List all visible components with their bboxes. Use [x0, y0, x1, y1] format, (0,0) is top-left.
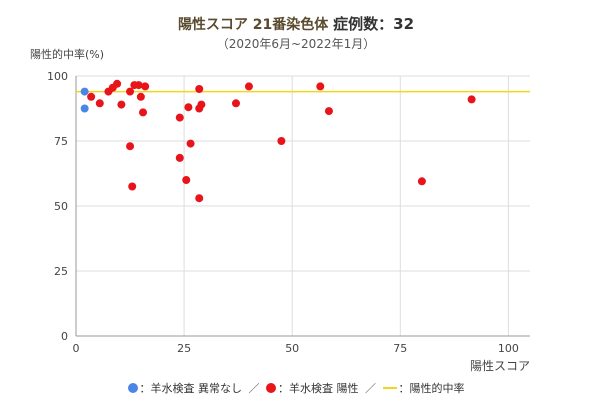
- legend-normal-label: ：羊水検査 異常なし: [139, 382, 243, 395]
- y-axis-label: 陽性的中率(%): [30, 48, 105, 61]
- chart-title-main: 陽性スコア 21番染色体: [177, 17, 334, 33]
- positive-point: [467, 95, 476, 104]
- axes: [75, 76, 530, 337]
- positive-point: [195, 85, 204, 93]
- positive-point: [195, 194, 204, 203]
- positive-point: [141, 82, 150, 91]
- positive-point: [417, 177, 426, 186]
- x-tick-label: 50: [285, 342, 299, 355]
- positive-point: [197, 100, 206, 109]
- positive-point: [316, 82, 325, 91]
- grid-lines: [76, 75, 530, 336]
- normal-point: [80, 87, 89, 96]
- positive-point: [184, 103, 193, 112]
- data-points: [80, 79, 476, 203]
- x-tick-label: 25: [177, 342, 191, 355]
- y-tick-label: 50: [54, 200, 68, 213]
- positive-point: [175, 153, 184, 162]
- positive-point: [277, 137, 286, 145]
- positive-point: [182, 176, 191, 184]
- x-tick-label: 0: [73, 342, 80, 355]
- positive-point: [113, 79, 122, 88]
- positive-point: [134, 81, 143, 90]
- legend-positive-marker: [266, 383, 276, 393]
- positive-point: [136, 92, 145, 101]
- positive-point: [128, 182, 137, 191]
- normal-point: [80, 104, 89, 113]
- positive-point: [244, 82, 253, 91]
- chart-subtitle: （2020年6月~2022年1月）: [216, 37, 376, 51]
- x-axis-label: 陽性スコア: [469, 359, 530, 373]
- positive-point: [186, 139, 195, 148]
- positive-point: [175, 113, 184, 122]
- positive-point: [139, 108, 148, 117]
- y-tick-label: 25: [54, 265, 68, 278]
- legend: ：羊水検査 異常なし ／ ：羊水検査 陽性 ／ ：陽性的中率: [0, 380, 592, 396]
- y-tick-label: 0: [61, 330, 68, 343]
- positive-point: [231, 99, 240, 108]
- tick-labels: 0 25 50 75 100 0 25 50 75 100: [47, 70, 519, 355]
- positive-point: [117, 100, 126, 109]
- positive-point: [324, 107, 333, 116]
- chart-title: 陽性スコア 21番染色体 症例数：32: [0, 13, 592, 34]
- positive-point: [126, 87, 135, 96]
- legend-normal-marker: [127, 383, 138, 393]
- legend-positive-label: ：羊水検査 陽性: [278, 382, 359, 395]
- case-count: 症例数：32: [333, 15, 415, 33]
- y-tick-label: 100: [47, 70, 68, 83]
- positive-point: [87, 92, 96, 101]
- legend-ppv-marker: [382, 387, 397, 389]
- positive-point: [95, 99, 104, 108]
- legend-separator: ／: [248, 382, 260, 395]
- y-tick-label: 75: [54, 135, 68, 148]
- positive-point: [126, 142, 135, 151]
- x-tick-label: 100: [498, 342, 519, 355]
- x-tick-label: 75: [393, 342, 407, 355]
- legend-ppv-label: ：陽性的中率: [398, 382, 465, 395]
- legend-separator: ／: [365, 382, 376, 395]
